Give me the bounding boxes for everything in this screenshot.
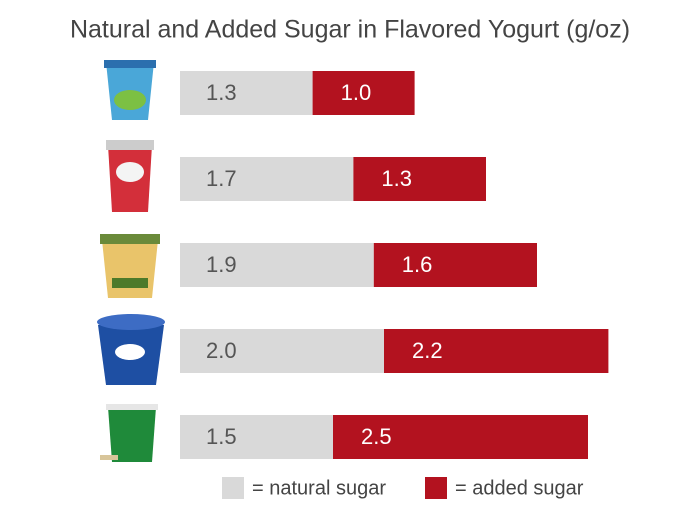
value-label: 1.7 <box>206 166 237 191</box>
bar-segment <box>333 415 588 459</box>
value-label: 1.6 <box>402 252 433 277</box>
bar-segment <box>384 329 609 373</box>
legend-label: = natural sugar <box>252 477 386 499</box>
bar-segment <box>180 329 384 373</box>
legend-label: = added sugar <box>455 477 584 499</box>
value-label: 2.2 <box>412 338 443 363</box>
bar-segment <box>373 243 537 287</box>
yogurt-icon <box>100 234 160 298</box>
value-label: 2.0 <box>206 338 237 363</box>
yogurt-icon <box>100 404 158 462</box>
bar-segment <box>180 243 374 287</box>
bar-segment <box>180 71 313 115</box>
value-label: 2.5 <box>361 424 392 449</box>
product-icons <box>97 60 165 462</box>
yogurt-icon <box>106 140 154 212</box>
legend-swatch <box>222 477 244 499</box>
value-label: 1.3 <box>206 80 237 105</box>
bar-segment <box>353 157 486 201</box>
chart-title: Natural and Added Sugar in Flavored Yogu… <box>70 16 630 44</box>
value-label: 1.5 <box>206 424 237 449</box>
yogurt-icon <box>97 314 165 385</box>
bar-segment <box>180 415 333 459</box>
value-label: 1.0 <box>341 80 372 105</box>
legend-swatch <box>425 477 447 499</box>
value-label: 1.9 <box>206 252 237 277</box>
value-label: 1.3 <box>381 166 412 191</box>
yogurt-icon <box>104 60 156 120</box>
bar-segment <box>312 71 415 115</box>
bar-segment <box>180 157 354 201</box>
